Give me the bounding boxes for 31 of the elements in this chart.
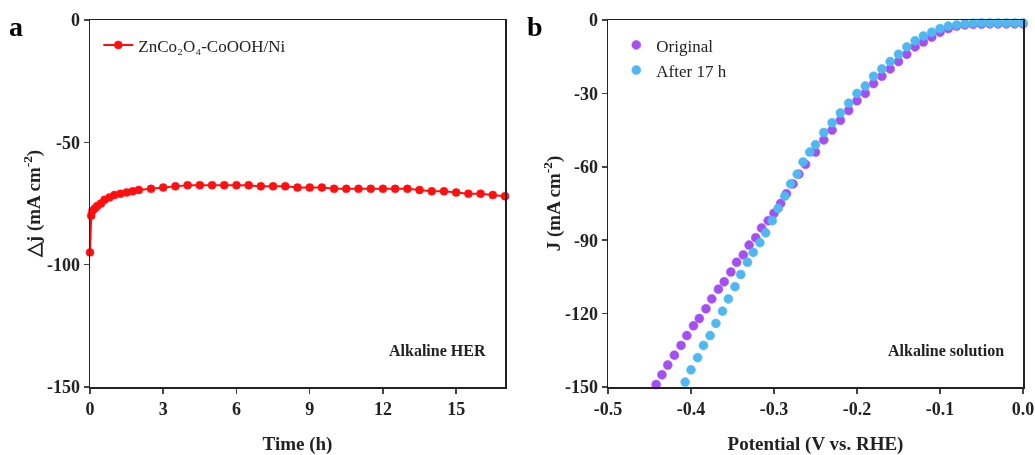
x-tick-label: -0.2 (842, 399, 872, 420)
x-tick-label: 0 (85, 399, 95, 420)
y-tick-label: -60 (573, 157, 598, 178)
y-tick-label: -150 (46, 377, 80, 398)
y-tick-label: 0 (70, 10, 80, 31)
legend-label: Original (656, 36, 714, 56)
legend-label: After 17 h (656, 61, 727, 81)
y-tick-label: -30 (573, 83, 598, 104)
x-tick-label: 9 (305, 399, 315, 420)
y-tick-label: -100 (46, 254, 80, 275)
x-tick-label: 12 (373, 399, 392, 420)
text: b (527, 11, 543, 42)
x-tick-label: -0.4 (676, 399, 706, 420)
x-axis-title: Potential (V vs. RHE) (727, 433, 904, 455)
x-tick-label: -0.3 (759, 399, 789, 420)
x-tick-label: 3 (158, 399, 168, 420)
text: a (9, 11, 23, 42)
annotation: Alkaline solution (888, 342, 1005, 359)
legend-label: ZnCo₂O₄-CoOOH/Ni (138, 36, 286, 56)
y-tick-label: -90 (573, 230, 598, 251)
x-tick-label: 0.0 (1011, 399, 1035, 420)
x-tick-label: -0.5 (593, 399, 623, 420)
y-tick-label: -120 (564, 303, 598, 324)
y-tick-label: -150 (564, 377, 598, 398)
x-tick-label: 15 (447, 399, 466, 420)
x-axis-title: Time (h) (262, 433, 333, 455)
y-tick-label: 0 (588, 10, 598, 31)
x-tick-label: 6 (231, 399, 241, 420)
x-tick-label: -0.1 (925, 399, 955, 420)
y-tick-label: -50 (55, 132, 80, 153)
annotation: Alkaline HER (389, 342, 486, 359)
